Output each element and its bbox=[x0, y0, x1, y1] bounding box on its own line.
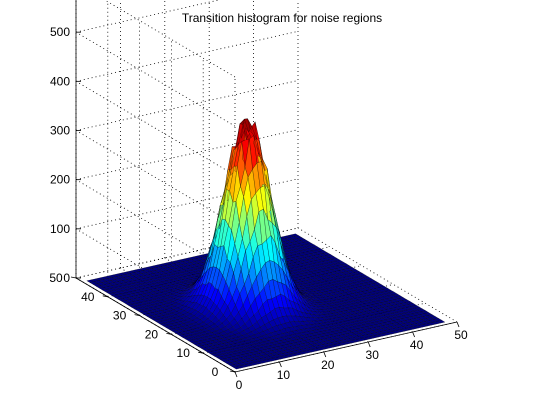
grid-line bbox=[76, 131, 235, 225]
x-tick-mark bbox=[235, 372, 237, 377]
x-tick-label: 20 bbox=[321, 358, 335, 372]
z-tick-label: 400 bbox=[50, 74, 70, 88]
y-tick-mark bbox=[71, 277, 76, 278]
x-tick-mark bbox=[279, 362, 281, 367]
grid-line bbox=[76, 81, 235, 175]
x-tick-mark bbox=[324, 352, 326, 357]
y-tick-label: 10 bbox=[177, 346, 191, 360]
y-tick-label: 50 bbox=[49, 271, 63, 285]
chart-title: Transition histogram for noise regions bbox=[182, 11, 382, 25]
x-tick-mark bbox=[413, 332, 415, 337]
z-tick-label: 100 bbox=[50, 222, 70, 236]
x-tick-mark bbox=[368, 342, 370, 347]
z-tick-label: 0 bbox=[63, 271, 70, 285]
x-tick-label: 0 bbox=[236, 378, 243, 392]
surface-plot bbox=[87, 119, 445, 369]
z-tick-label: 200 bbox=[50, 173, 70, 187]
y-tick-label: 0 bbox=[212, 365, 219, 379]
grid-line bbox=[76, 81, 298, 131]
x-tick-label: 30 bbox=[366, 348, 380, 362]
z-tick-label: 300 bbox=[50, 124, 70, 138]
x-tick-mark bbox=[457, 322, 459, 327]
y-tick-label: 30 bbox=[113, 309, 127, 323]
y-tick-label: 20 bbox=[145, 327, 159, 341]
grid-line bbox=[76, 32, 235, 126]
z-tick-labels: 0100200300400500600 bbox=[50, 0, 70, 285]
y-tick-label: 40 bbox=[81, 290, 95, 304]
grid-line bbox=[76, 31, 298, 81]
x-tick-label: 50 bbox=[454, 328, 468, 342]
x-tick-label: 10 bbox=[277, 368, 291, 382]
z-tick-label: 500 bbox=[50, 25, 70, 39]
x-tick-label: 40 bbox=[410, 338, 424, 352]
